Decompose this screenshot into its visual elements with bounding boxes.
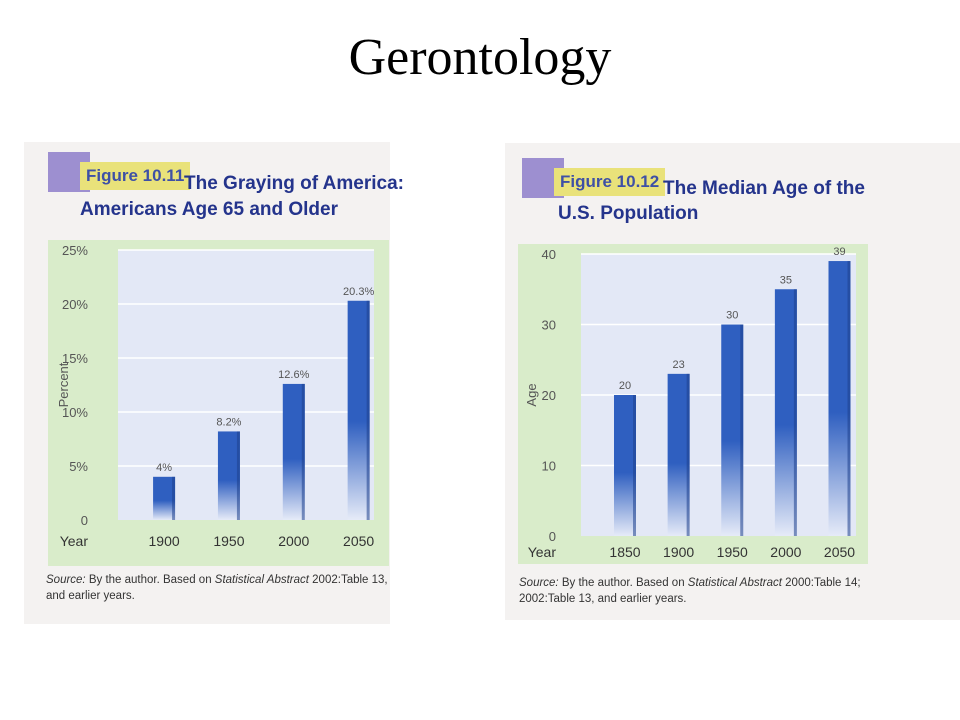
figure-source: Source: By the author. Based on Statisti… [46, 572, 388, 604]
x-tick-label: 2000 [278, 533, 309, 549]
plot-area [118, 250, 374, 520]
bar [774, 289, 797, 536]
y-tick-label: 0 [549, 529, 556, 544]
data-label: 39 [833, 246, 845, 258]
x-tick-label: 1950 [717, 544, 748, 560]
y-axis-title: Age [524, 383, 539, 406]
x-tick-label: 2050 [824, 544, 855, 560]
bar-shadow [633, 395, 636, 536]
y-tick-label: 15% [62, 351, 88, 366]
bar [347, 300, 370, 520]
bar-shadow [740, 324, 744, 536]
figure-title-line2: Americans Age 65 and Older [80, 199, 339, 220]
figure-number: Figure 10.11 [80, 162, 191, 190]
bar-shadow [236, 431, 240, 520]
y-tick-label: 40 [542, 247, 556, 262]
data-label: 8.2% [216, 416, 241, 428]
bar-chart-median-age: 0 10 20 30 40 Age Year 20 1850 23 1900 30 1950 35 2000… [524, 246, 856, 560]
source-line2: 2002:Table 13, and earlier years. [519, 593, 687, 605]
y-tick-label: 5% [69, 459, 88, 474]
x-tick-label: 1950 [213, 533, 244, 549]
y-tick-label: 0 [81, 513, 88, 528]
source-publication: Statistical Abstract [214, 574, 309, 586]
x-tick-label: 2050 [343, 533, 374, 549]
data-label: 20.3% [343, 286, 374, 298]
y-tick-label: 10 [542, 459, 556, 474]
bar-shadow [686, 373, 690, 536]
source-text: By the author. Based on [558, 577, 688, 589]
y-tick-label: 30 [542, 318, 556, 333]
data-label: 4% [156, 462, 172, 474]
x-tick-label: 1900 [663, 544, 694, 560]
source-table: 2000:Table 14; [781, 577, 861, 589]
source-text: By the author. Based on [85, 574, 215, 586]
bar-shadow [301, 383, 305, 520]
source-label: Source: [519, 577, 559, 589]
x-axis-title: Year [528, 544, 557, 560]
x-tick-label: 2000 [770, 544, 801, 560]
y-tick-label: 20 [542, 388, 556, 403]
bar-shadow [172, 476, 176, 520]
bar [217, 431, 240, 520]
x-axis-title: Year [60, 533, 89, 549]
bar [721, 324, 744, 536]
bar-shadow [366, 300, 370, 520]
bar [282, 383, 305, 520]
bar [667, 373, 690, 536]
bar [614, 395, 636, 536]
figure-number: Figure 10.12 [554, 168, 666, 196]
figure-source: Source: By the author. Based on Statisti… [519, 575, 861, 607]
y-tick-label: 10% [62, 405, 88, 420]
chart-panel: 0 10 20 30 40 Age Year 20 1850 23 1900 30 1950 35 2000… [518, 244, 868, 564]
bar [153, 476, 176, 520]
figure-title-line1: The Graying of America: [184, 173, 404, 194]
source-label: Source: [46, 574, 86, 586]
source-line2: and earlier years. [46, 590, 135, 602]
bar-shadow [847, 261, 851, 536]
bar-shadow [793, 289, 797, 536]
bar-chart-graying: 0 5% 10% 15% 20% 25% Percent Year 4% 1900 8.2% 1950… [56, 243, 374, 549]
data-label: 35 [780, 274, 792, 286]
figure-scan-left: Figure 10.11 The Graying of America: Ame… [24, 142, 404, 624]
data-label: 30 [726, 310, 738, 322]
figure-title-line1: The Median Age of the [663, 178, 865, 199]
x-tick-label: 1900 [149, 533, 180, 549]
data-label: 23 [673, 359, 685, 371]
x-tick-label: 1850 [609, 544, 640, 560]
source-table: 2002:Table 13, [308, 574, 388, 586]
y-axis-title: Percent [56, 362, 71, 407]
data-label: 20 [619, 380, 631, 392]
slide-title: Gerontology [348, 29, 612, 86]
figure-scan-right: Figure 10.12 The Median Age of the U.S. … [505, 143, 960, 620]
data-label: 12.6% [278, 369, 309, 381]
bar [828, 261, 851, 536]
chart-panel: 0 5% 10% 15% 20% 25% Percent Year 4% 1900 8.2% 1950… [48, 240, 389, 566]
y-tick-label: 25% [62, 243, 88, 258]
figure-title-line2: U.S. Population [558, 203, 699, 224]
source-publication: Statistical Abstract [687, 577, 782, 589]
y-tick-label: 20% [62, 297, 88, 312]
